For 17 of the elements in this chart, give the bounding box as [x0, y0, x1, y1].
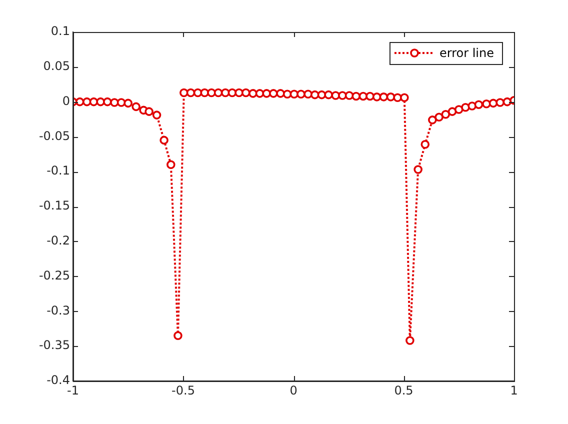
y-tick-label: -0.1 [46, 164, 70, 178]
y-tick-label: -0.3 [46, 303, 70, 318]
y-tick-label: -0.15 [38, 198, 70, 213]
x-tick-label: 0.5 [394, 383, 414, 398]
y-tick-label: 0.05 [43, 59, 70, 74]
y-tick-label: 0 [62, 94, 70, 108]
y-tick-label: -0.05 [38, 128, 70, 143]
y-tick-label: -0.25 [38, 268, 70, 282]
x-tick-label: 0 [290, 383, 298, 398]
y-tick-label: -0.4 [46, 373, 70, 388]
legend-label: error line [439, 46, 494, 60]
y-tick-label: 0.1 [50, 24, 70, 38]
x-tick-label: -1 [67, 383, 79, 398]
x-tick-label: 1 [510, 383, 518, 398]
y-tick-label: -0.2 [46, 234, 70, 248]
y-tick-label: -0.35 [38, 338, 70, 352]
x-tick-label: -0.5 [172, 383, 195, 398]
